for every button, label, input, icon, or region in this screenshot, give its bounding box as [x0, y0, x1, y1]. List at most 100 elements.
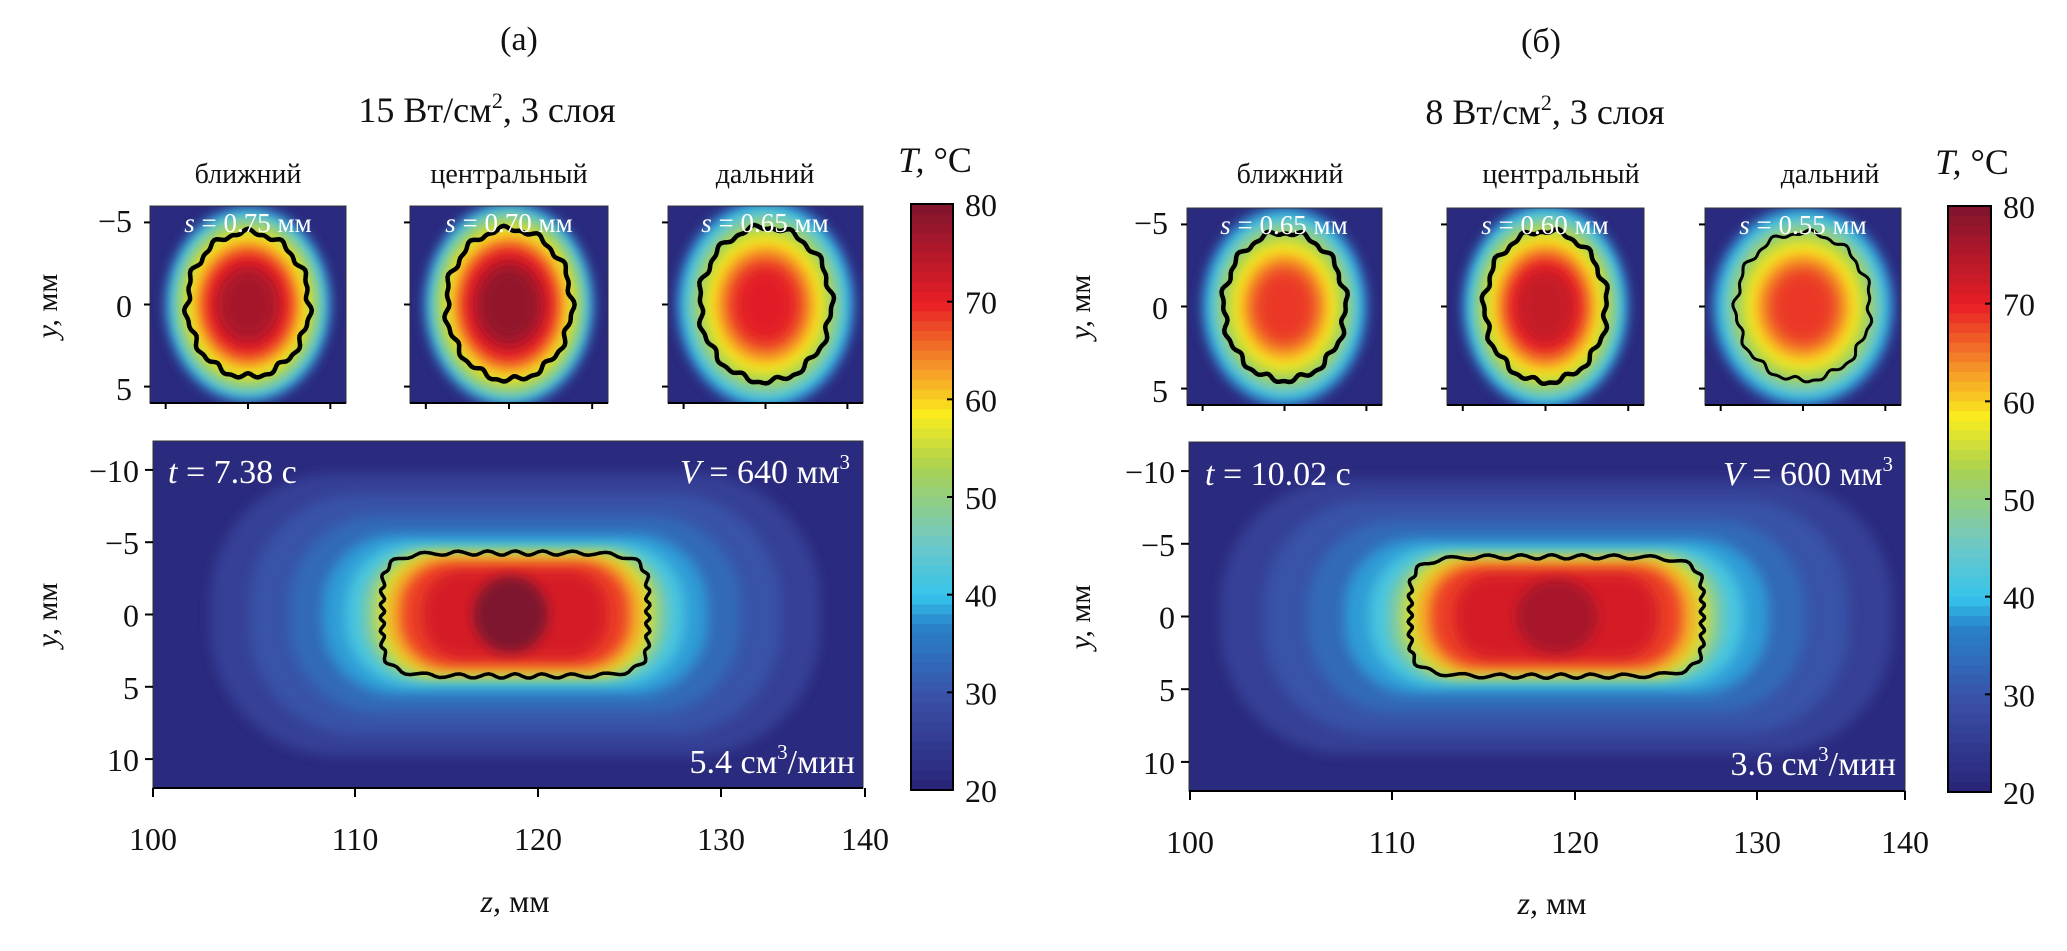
colorbar-band — [1948, 313, 1991, 324]
colorbar-band — [911, 467, 953, 479]
colorbar-band — [911, 457, 953, 469]
colorbar-band — [1948, 547, 1991, 559]
small-ytick-label: −5 — [1134, 205, 1168, 241]
rate-label-b: 3.6 см3/мин — [1731, 742, 1896, 783]
s-label-near-b: s = 0.65 мм — [1220, 210, 1347, 240]
colorbar-label-b: T, °C — [1935, 142, 2009, 182]
colorbar-band — [911, 301, 953, 313]
colorbar-band — [911, 545, 953, 557]
colorbar-tick-label: 70 — [965, 285, 997, 321]
colorbar-band — [1948, 723, 1991, 734]
colorbar-band — [911, 750, 953, 762]
colorbar-band — [1948, 655, 1991, 666]
colorbar-band — [911, 575, 953, 586]
section-label-far-b: дальний — [1781, 159, 1880, 190]
colorbar-band — [1948, 606, 1991, 617]
colorbar-band — [1948, 528, 1991, 539]
section-label-near-b: ближний — [1237, 159, 1344, 190]
colorbar-band — [1948, 625, 1991, 637]
melt-contour — [696, 222, 837, 386]
colorbar-band — [1948, 411, 1991, 422]
colorbar-band — [911, 243, 953, 254]
colorbar-band — [911, 262, 953, 273]
melt-contour — [378, 549, 652, 680]
colorbar-band — [911, 418, 953, 430]
colorbar-band — [911, 223, 953, 234]
section-label-center-b: центральный — [1482, 159, 1639, 190]
colorbar-tick-label: 80 — [2003, 189, 2035, 225]
colorbar-tick-label: 40 — [2003, 580, 2035, 616]
section-label-center-a: центральный — [430, 159, 587, 190]
xtick-label: 140 — [841, 821, 889, 857]
colorbar-band — [911, 721, 953, 732]
colorbar-band — [1948, 235, 1991, 246]
colorbar-band — [911, 252, 953, 264]
melt-contour — [1406, 552, 1707, 680]
colorbar-band — [911, 477, 953, 488]
volume-label-a: V = 640 мм3 — [680, 450, 850, 491]
colorbar-band — [1948, 772, 1991, 783]
colorbar-tick-label: 50 — [965, 480, 997, 516]
ytick-label: 5 — [123, 670, 139, 706]
colorbar-tick-label: 20 — [2003, 775, 2035, 811]
xtick-label: 130 — [697, 821, 745, 857]
colorbar-band — [911, 780, 953, 791]
colorbar-band — [1948, 586, 1991, 598]
ytick-label: −10 — [89, 453, 139, 489]
colorbar-band — [1948, 479, 1991, 490]
melt-contour — [181, 226, 315, 380]
colorbar-band — [1948, 362, 1991, 373]
main-heatmap-a: −10 −5 0 5 10 100 110 120 130 140 — [89, 440, 889, 857]
colorbar-band — [1948, 596, 1991, 608]
colorbar-band — [1948, 215, 1991, 227]
colorbar-band — [1948, 645, 1991, 656]
section-label-far-a: дальний — [716, 159, 815, 190]
colorbar-band — [911, 555, 953, 566]
colorbar-band — [911, 448, 953, 459]
colorbar-band — [911, 643, 953, 654]
cross-section-heatmap-near-a — [144, 205, 347, 409]
colorbar-band — [1948, 245, 1991, 256]
ytick-label: 10 — [1143, 745, 1175, 781]
s-label-far-b: s = 0.55 мм — [1739, 210, 1866, 240]
colorbar-band — [1948, 508, 1991, 520]
colorbar-band — [911, 204, 953, 215]
colorbar-band — [911, 682, 953, 693]
colorbar-band — [911, 565, 953, 576]
xtick-label: 120 — [1551, 824, 1599, 860]
colorbar-label-a: T, °C — [898, 140, 972, 180]
colorbar-tick-label: 60 — [2003, 384, 2035, 420]
colorbar-tick-label: 40 — [965, 578, 997, 614]
ytick-label: −5 — [1141, 527, 1175, 563]
main-ylabel-a: y, мм — [31, 583, 64, 651]
colorbar-band — [1948, 332, 1991, 344]
main-xlabel-a: z, мм — [480, 883, 550, 919]
colorbar-band — [911, 370, 953, 381]
heat-layer — [1259, 273, 1310, 340]
colorbar-band — [911, 633, 953, 645]
panel-b: (б) 8 Вт/см2, 3 слоя ближний центральный… — [1064, 23, 2035, 921]
colorbar-band — [1948, 635, 1991, 647]
section-label-near-a: ближний — [195, 159, 302, 190]
colorbar-band — [1948, 303, 1991, 315]
colorbar-tick-label: 30 — [965, 675, 997, 711]
colorbar-band — [1948, 567, 1991, 578]
colorbar-band — [1948, 674, 1991, 686]
panel-title-a: 15 Вт/см2, 3 слоя — [358, 88, 615, 130]
colorbar-band — [1948, 684, 1991, 695]
melt-contour — [1731, 228, 1874, 384]
colorbar-band — [1948, 342, 1991, 354]
ytick-label: 0 — [123, 598, 139, 634]
ytick-label: −10 — [1125, 454, 1175, 490]
colorbar-band — [1948, 284, 1991, 295]
ytick-label: 10 — [107, 742, 139, 778]
s-label-near-a: s = 0.75 мм — [184, 208, 311, 238]
xtick-label: 110 — [332, 821, 379, 857]
colorbar-band — [911, 536, 953, 547]
colorbar-band — [911, 340, 953, 352]
colorbar-band — [911, 506, 953, 518]
heat-layer — [738, 270, 793, 339]
colorbar-band — [911, 360, 953, 371]
colorbar-band — [1948, 733, 1991, 744]
xtick-label: 130 — [1733, 824, 1781, 860]
